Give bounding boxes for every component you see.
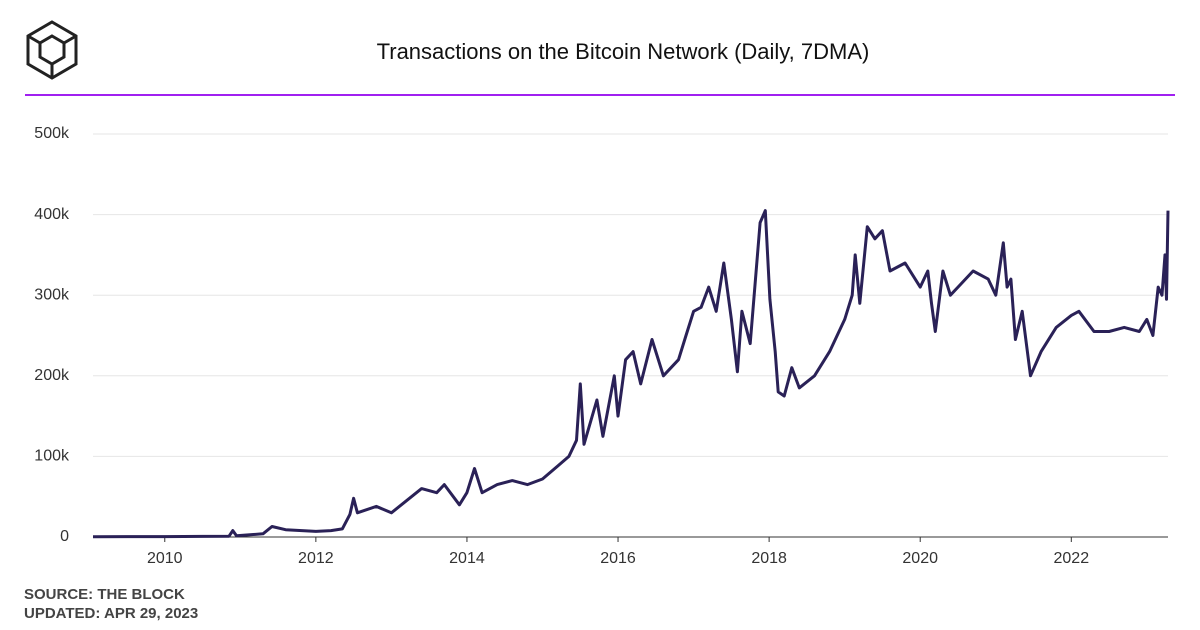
x-tick-label: 2018 — [751, 550, 787, 567]
y-tick-label: 0 — [60, 528, 69, 545]
updated-note: UPDATED: APR 29, 2023 — [24, 605, 198, 622]
x-tick-label: 2020 — [902, 550, 938, 567]
y-tick-label: 200k — [34, 367, 70, 384]
x-tick-label: 2022 — [1054, 550, 1090, 567]
y-tick-label: 400k — [34, 206, 70, 223]
y-tick-label: 500k — [34, 125, 70, 142]
x-tick-label: 2012 — [298, 550, 334, 567]
chart-title: Transactions on the Bitcoin Network (Dai… — [377, 39, 870, 64]
x-tick-label: 2010 — [147, 550, 183, 567]
x-tick-label: 2014 — [449, 550, 485, 567]
series-line — [92, 209, 1170, 539]
x-tick-label: 2016 — [600, 550, 636, 567]
logo — [26, 20, 78, 80]
source-note: SOURCE: THE BLOCK — [24, 586, 185, 603]
y-tick-label: 300k — [34, 286, 70, 303]
y-tick-label: 100k — [34, 448, 70, 465]
